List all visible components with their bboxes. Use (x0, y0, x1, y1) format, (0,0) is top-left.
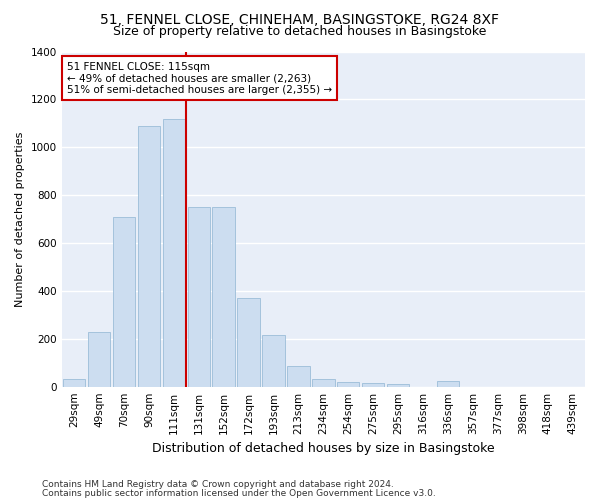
Bar (212, 207, 235, 386)
Text: 51 FENNEL CLOSE: 115sqm
← 49% of detached houses are smaller (2,263)
51% of semi: 51 FENNEL CLOSE: 115sqm ← 49% of detache… (67, 62, 332, 95)
Text: Contains public sector information licensed under the Open Government Licence v3: Contains public sector information licen… (42, 488, 436, 498)
Bar (387, 384, 409, 386)
Bar (287, 366, 310, 386)
Bar (262, 335, 285, 386)
X-axis label: Distribution of detached houses by size in Basingstoke: Distribution of detached houses by size … (152, 442, 494, 455)
Bar (188, 207, 210, 386)
Bar (437, 380, 459, 386)
Bar (312, 380, 335, 386)
Y-axis label: Number of detached properties: Number of detached properties (15, 132, 25, 307)
Bar (137, 126, 160, 386)
Bar (63, 380, 85, 386)
Text: Size of property relative to detached houses in Basingstoke: Size of property relative to detached ho… (113, 25, 487, 38)
Bar (163, 118, 185, 386)
Text: 51, FENNEL CLOSE, CHINEHAM, BASINGSTOKE, RG24 8XF: 51, FENNEL CLOSE, CHINEHAM, BASINGSTOKE,… (101, 12, 499, 26)
Bar (113, 216, 135, 386)
Bar (88, 332, 110, 386)
Text: Contains HM Land Registry data © Crown copyright and database right 2024.: Contains HM Land Registry data © Crown c… (42, 480, 394, 489)
Bar (337, 382, 359, 386)
Bar (238, 298, 260, 386)
Bar (362, 383, 385, 386)
